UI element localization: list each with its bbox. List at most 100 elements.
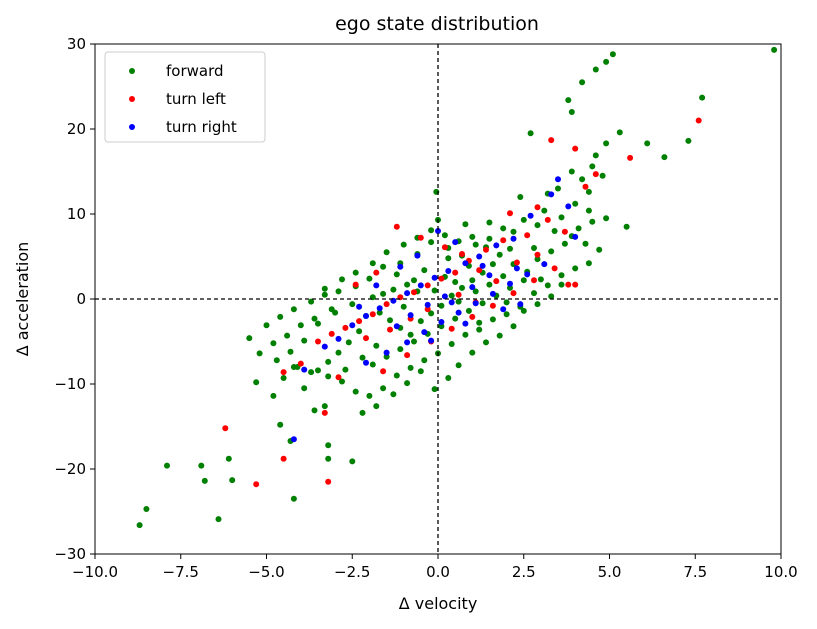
scatter-point <box>531 277 537 284</box>
scatter-point <box>376 309 383 316</box>
scatter-point <box>472 241 479 248</box>
scatter-point <box>493 278 500 285</box>
scatter-point <box>489 302 496 309</box>
x-tick-label: 0.0 <box>426 563 450 581</box>
scatter-point <box>489 261 496 268</box>
scatter-point <box>311 407 318 414</box>
scatter-point <box>246 335 253 342</box>
scatter-point <box>541 207 548 214</box>
scatter-point <box>301 385 308 392</box>
scatter-point <box>417 234 424 241</box>
scatter-point <box>537 276 544 283</box>
scatter-point <box>421 267 428 274</box>
scatter-point <box>356 303 363 310</box>
scatter-point <box>476 253 483 260</box>
scatter-point <box>263 322 270 329</box>
scatter-point <box>623 223 630 230</box>
scatter-point <box>517 194 524 200</box>
scatter-point <box>507 210 513 217</box>
scatter-point <box>579 176 586 183</box>
scatter-point <box>393 372 400 379</box>
scatter-point <box>369 361 376 368</box>
chart-title: ego state distribution <box>335 13 539 35</box>
scatter-point <box>352 269 359 276</box>
scatter-point <box>438 323 445 330</box>
scatter-point <box>297 322 304 329</box>
scatter-point <box>393 223 400 230</box>
scatter-point <box>599 172 606 179</box>
scatter-point <box>565 97 572 104</box>
scatter-point <box>414 252 421 259</box>
scatter-point <box>486 281 493 288</box>
scatter-point <box>253 379 260 386</box>
scatter-point <box>335 335 342 342</box>
scatter-point <box>201 477 208 484</box>
scatter-point <box>373 342 380 349</box>
scatter-point <box>534 204 541 211</box>
scatter-point <box>603 215 610 222</box>
scatter-point <box>472 288 479 295</box>
scatter-point <box>469 233 476 240</box>
scatter-point <box>273 357 280 364</box>
legend-box <box>104 51 266 143</box>
scatter-point <box>452 315 459 322</box>
scatter-point <box>369 311 376 318</box>
scatter-point <box>544 282 551 289</box>
scatter-point <box>503 299 510 306</box>
legend: forward turn left turn right <box>104 51 266 143</box>
scatter-point <box>383 349 390 356</box>
scatter-point <box>301 366 308 373</box>
scatter-point <box>572 233 579 240</box>
x-tick-label: −10.0 <box>72 563 118 581</box>
scatter-point <box>280 375 287 381</box>
scatter-point <box>548 137 555 144</box>
scatter-point <box>448 341 455 347</box>
scatter-point <box>438 275 445 282</box>
scatter-point <box>411 277 417 284</box>
scatter-point <box>603 140 610 147</box>
scatter-point <box>284 332 291 339</box>
scatter-point <box>572 265 579 272</box>
scatter-point <box>143 506 150 512</box>
scatter-point <box>290 495 297 502</box>
scatter-point <box>589 163 596 170</box>
scatter-point <box>373 282 380 289</box>
scatter-point <box>476 267 483 274</box>
scatter-point <box>510 290 517 297</box>
scatter-point <box>342 324 349 331</box>
scatter-point <box>534 301 541 308</box>
scatter-point <box>417 368 424 375</box>
scatter-point <box>469 313 476 320</box>
scatter-point <box>572 145 579 152</box>
scatter-point <box>404 339 411 346</box>
scatter-point <box>373 403 380 410</box>
y-tick-label: 20 <box>67 120 86 138</box>
scatter-point <box>531 245 537 251</box>
scatter-point <box>534 222 541 229</box>
scatter-point <box>541 261 548 268</box>
scatter-point <box>424 301 431 308</box>
scatter-point <box>335 288 342 295</box>
scatter-point <box>356 328 363 335</box>
scatter-point <box>215 516 222 523</box>
scatter-point <box>325 478 332 485</box>
scatter-point <box>407 331 414 338</box>
scatter-point <box>445 255 452 262</box>
scatter-point <box>287 348 294 355</box>
x-tick-label: −2.5 <box>334 563 370 581</box>
scatter-point <box>496 251 503 258</box>
scatter-point <box>308 298 315 305</box>
scatter-point <box>534 251 541 258</box>
scatter-point <box>462 221 469 228</box>
scatter-point <box>352 388 359 395</box>
scatter-point <box>524 232 531 239</box>
scatter-point <box>335 349 342 356</box>
scatter-points <box>136 46 778 529</box>
scatter-point <box>452 239 459 246</box>
scatter-point <box>256 350 263 357</box>
scatter-point <box>363 359 369 366</box>
scatter-point <box>321 291 328 298</box>
scatter-point <box>332 309 339 316</box>
scatter-point <box>462 320 469 327</box>
scatter-point <box>476 326 483 333</box>
